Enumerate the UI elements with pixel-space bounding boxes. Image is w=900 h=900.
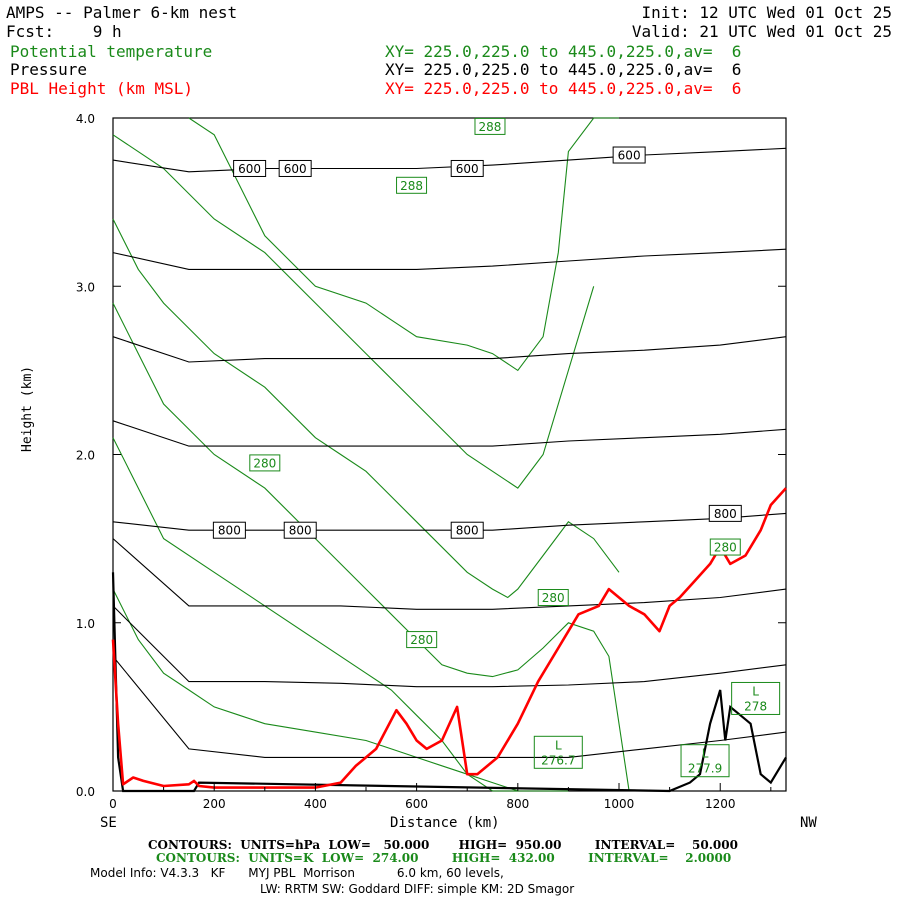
pressure-label-1: 600 <box>284 162 307 176</box>
terrain-line <box>111 572 787 793</box>
pbl-height-line <box>111 487 787 789</box>
pressure-label-2: 600 <box>456 162 479 176</box>
forecast-hour: Fcst: 9 h <box>6 22 122 41</box>
low-marker-1: L <box>702 747 709 761</box>
field-pressure-name: Pressure <box>10 60 88 79</box>
pressure-contour-850 <box>112 538 787 610</box>
x-tick-label-2: 400 <box>304 797 327 811</box>
theta-label-box-2 <box>249 454 281 472</box>
low-box-1 <box>680 744 730 778</box>
theta-label-3: 280 <box>542 591 565 605</box>
pressure-label-box-4 <box>212 521 246 539</box>
low-box-2 <box>731 681 781 715</box>
theta-label-box-4 <box>406 631 438 649</box>
y-tick-label-4: 4.0 <box>76 112 95 126</box>
x-tick-label-1: 200 <box>203 797 226 811</box>
pressure-label-7: 800 <box>714 507 737 521</box>
pressure-label-box-7 <box>708 504 742 522</box>
x-tick-label-4: 800 <box>506 797 529 811</box>
pressure-label-6: 800 <box>456 524 479 538</box>
pressure-label-box-2 <box>450 159 484 177</box>
x-tick-label-6: 1200 <box>705 797 736 811</box>
theta-contour-5 <box>188 117 619 372</box>
pressure-contour-600 <box>112 147 787 173</box>
field-pressure-xy: XY= 225.0,225.0 to 445.0,225.0,av= 6 <box>385 60 742 79</box>
theta-label-box-5 <box>709 538 741 556</box>
theta-contour-3 <box>112 218 620 599</box>
se-label: SE <box>100 815 117 831</box>
pressure-label-box-3 <box>612 146 646 164</box>
y-axis-label: Height (km) <box>20 365 35 452</box>
footer-model-info: Model Info: V4.3.3 KF MYJ PBL Morrison 6… <box>90 866 504 880</box>
low-marker-0: L <box>555 738 562 752</box>
nw-label: NW <box>800 815 817 831</box>
theta-label-box-3 <box>537 589 569 607</box>
pressure-label-5: 800 <box>289 524 312 538</box>
x-tick-label-0: 0 <box>109 797 117 811</box>
field-theta-xy: XY= 225.0,225.0 to 445.0,225.0,av= 6 <box>385 42 742 61</box>
low-value-2: 278 <box>744 699 767 713</box>
init-time: Init: 12 UTC Wed 01 Oct 25 <box>641 3 892 22</box>
theta-label-1: 288 <box>400 179 423 193</box>
footer-theta-contours: CONTOURS: UNITS=K LOW= 274.00 HIGH= 432.… <box>156 851 732 865</box>
theta-label-box-0 <box>474 117 506 135</box>
x-tick-label-5: 1000 <box>604 797 635 811</box>
y-tick-label-0: 0.0 <box>76 785 95 799</box>
pressure-label-box-6 <box>450 521 484 539</box>
valid-time: Valid: 21 UTC Wed 01 Oct 25 <box>631 22 892 41</box>
field-theta-name: Potential temperature <box>10 42 213 61</box>
footer-physics: LW: RRTM SW: Goddard DIFF: simple KM: 2D… <box>260 882 575 896</box>
pressure-label-4: 800 <box>218 524 241 538</box>
theta-label-2: 280 <box>253 456 276 470</box>
field-pbl-name: PBL Height (km MSL) <box>10 79 194 98</box>
footer-pressure-contours: CONTOURS: UNITS=hPa LOW= 50.000 HIGH= 95… <box>148 838 738 852</box>
pressure-label-0: 600 <box>238 162 261 176</box>
theta-label-4: 280 <box>410 633 433 647</box>
field-pbl-xy: XY= 225.0,225.0 to 445.0,225.0,av= 6 <box>385 79 742 98</box>
low-value-0: 276.7 <box>541 753 575 767</box>
theta-contour-2 <box>112 302 630 792</box>
pressure-contour-650 <box>112 248 787 270</box>
pressure-label-box-1 <box>278 159 312 177</box>
pressure-contour-750 <box>112 420 787 447</box>
theta-contour-0 <box>112 588 569 792</box>
y-tick-label-3: 3.0 <box>76 280 95 294</box>
pressure-contour-700 <box>112 336 787 363</box>
x-tick-label-3: 600 <box>405 797 428 811</box>
chart-title: AMPS -- Palmer 6-km nest <box>6 3 238 22</box>
low-marker-2: L <box>752 684 759 698</box>
y-tick-label-1: 1.0 <box>76 617 95 631</box>
pressure-label-box-5 <box>283 521 317 539</box>
pressure-label-3: 600 <box>618 149 641 163</box>
y-tick-label-2: 2.0 <box>76 449 95 463</box>
pressure-contour-900 <box>112 605 787 688</box>
theta-label-5: 280 <box>714 541 737 555</box>
theta-contour-1 <box>112 437 528 792</box>
pressure-label-box-0 <box>233 159 267 177</box>
low-value-1: 277.9 <box>688 762 722 776</box>
theta-label-0: 288 <box>479 120 502 134</box>
low-box-0 <box>533 735 583 769</box>
theta-label-box-1 <box>396 176 428 194</box>
x-axis-label: Distance (km) <box>390 815 500 831</box>
theta-contour-4 <box>112 134 595 489</box>
